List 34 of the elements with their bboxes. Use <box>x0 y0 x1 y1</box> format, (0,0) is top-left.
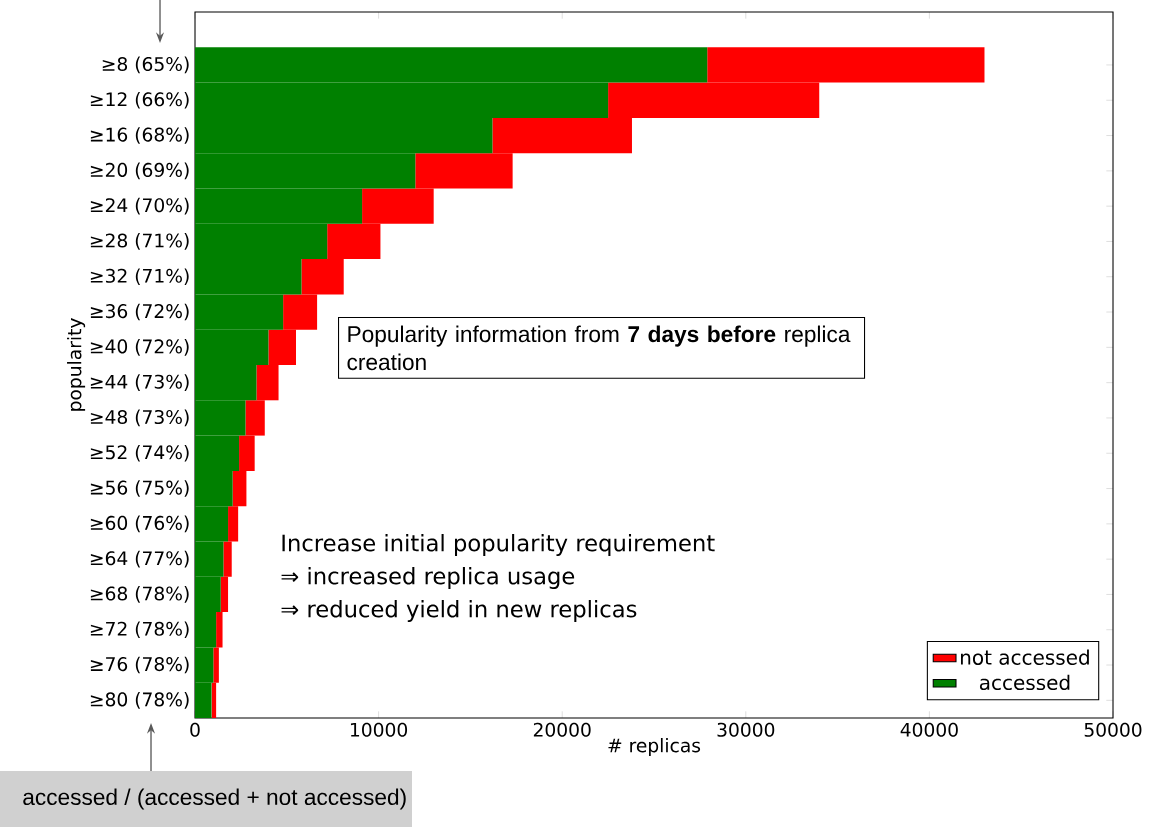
x-tick-label: 40000 <box>900 722 958 737</box>
y-tick-label: ≥32 (71%) <box>90 268 189 286</box>
x-tick-label: 20000 <box>533 722 591 737</box>
y-tick-label: ≥28 (71%) <box>90 233 189 250</box>
x-tick-label: 30000 <box>717 722 775 737</box>
y-tick-label: ≥60 (76%) <box>90 515 189 533</box>
x-tick-label: 0 <box>190 722 200 737</box>
annotation: Increase initial popularity requirement <box>282 534 715 556</box>
annotation: ⇒ increased replica usage <box>281 567 575 589</box>
y-tick-label: ≥76 (78%) <box>90 656 189 674</box>
y-tick-label: ≥40 (72%) <box>90 339 189 356</box>
y-tick-label: ≥80 (78%) <box>90 692 189 709</box>
y-tick-label: ≥64 (77%) <box>90 550 189 568</box>
y-tick-label: ≥8 (65%) <box>102 56 189 74</box>
y-tick-label: ≥68 (78%) <box>90 586 189 603</box>
legend-label: accessed <box>979 674 1070 691</box>
legend-label: not accessed <box>961 649 1089 665</box>
y-tick-label: ≥16 (68%) <box>90 127 189 144</box>
y-tick-label: ≥20 (69%) <box>90 162 189 180</box>
y-tick-label: ≥24 (70%) <box>90 197 189 215</box>
y-axis-title: popularity <box>67 318 86 411</box>
x-tick-label: 10000 <box>350 722 408 737</box>
text: Popularity information from 7 days before replica creation <box>347 325 851 371</box>
x-tick-label: 50000 <box>1084 722 1142 737</box>
annotation: ⇒ reduced yield in new replicas <box>281 600 637 622</box>
y-tick-label: ≥36 (72%) <box>90 303 189 321</box>
y-tick-label: ≥12 (66%) <box>90 91 189 109</box>
y-tick-label: ≥44 (73%) <box>90 374 189 391</box>
y-tick-label: ≥52 (74%) <box>90 444 189 462</box>
text: accessed / (accessed + not accessed) <box>23 788 406 810</box>
y-tick-label: ≥48 (73%) <box>90 409 189 427</box>
y-tick-label: ≥72 (78%) <box>90 621 189 639</box>
x-axis-title: # replicas <box>608 737 701 757</box>
y-tick-label: ≥56 (75%) <box>90 480 189 497</box>
